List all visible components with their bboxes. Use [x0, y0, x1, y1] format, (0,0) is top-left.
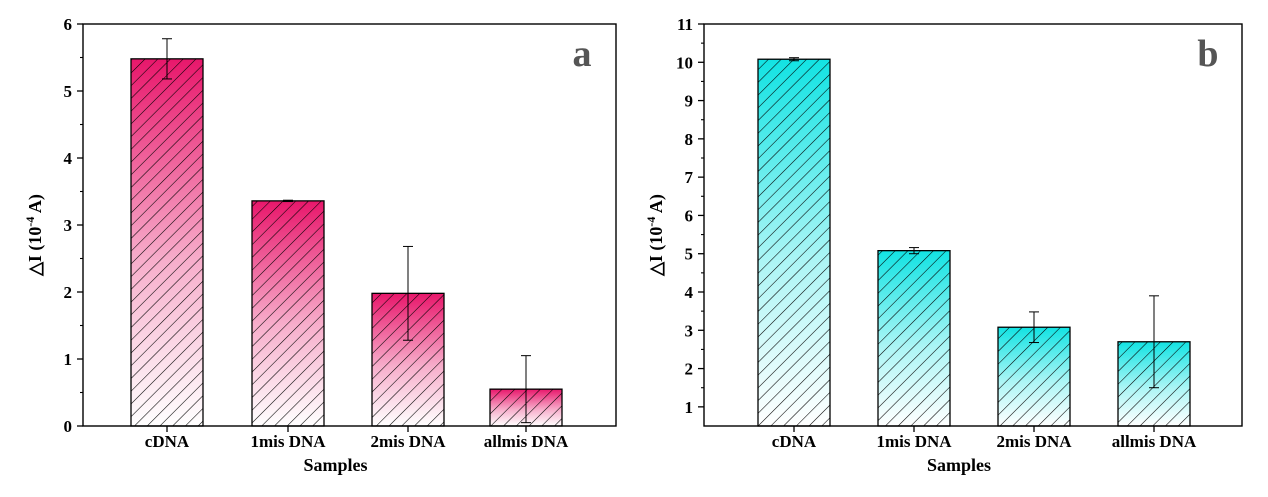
y-tick-label-a-5: 5 [64, 82, 73, 101]
x-tick-label-b-0: cDNA [772, 432, 817, 451]
panel-label-a: a [573, 33, 592, 75]
x-tick-label-b-2: 2mis DNA [996, 432, 1072, 451]
y-axis-title-a: △I (10-4 A) [23, 194, 46, 277]
plot-frame-a [82, 23, 617, 427]
y-tick-label-a-4: 4 [64, 149, 73, 168]
y-tick-label-a-2: 2 [64, 283, 73, 302]
x-tick-label-b-1: 1mis DNA [876, 432, 952, 451]
x-tick-label-a-2: 2mis DNA [370, 432, 446, 451]
x-axis-title-b: Samples [927, 455, 991, 475]
bar-b-0 [757, 58, 831, 427]
y-tick-label-b-2: 3 [685, 321, 694, 340]
y-tick-label-a-1: 1 [64, 350, 73, 369]
x-tick-label-b-3: allmis DNA [1112, 432, 1197, 451]
y-tick-label-a-6: 6 [64, 15, 73, 34]
y-tick-label-b-8: 9 [685, 92, 694, 111]
y-tick-label-b-3: 4 [685, 283, 694, 302]
y-axis-title-b: △I (10-4 A) [644, 194, 667, 277]
plot-frame-b [703, 23, 1243, 427]
y-tick-label-b-9: 10 [676, 53, 693, 72]
bar-a-0 [130, 58, 204, 427]
y-tick-label-a-3: 3 [64, 216, 73, 235]
x-tick-label-a-3: allmis DNA [484, 432, 569, 451]
y-tick-label-b-5: 6 [685, 206, 694, 225]
panel-a: cDNA 1mis DNA 2mis DNA allmis DNA 0 1 2 3 4 5 6 a Sa… [23, 15, 617, 475]
y-tick-label-b-7: 8 [685, 130, 694, 149]
bar-b-2 [997, 326, 1071, 427]
panel-label-b: b [1197, 33, 1218, 75]
y-tick-label-b-6: 7 [685, 168, 694, 187]
x-tick-label-a-1: 1mis DNA [250, 432, 326, 451]
panel-b: cDNA 1mis DNA 2mis DNA allmis DNA 1 2 3 4 5 6 7 8 9 1… [644, 15, 1243, 475]
y-tick-label-b-4: 5 [685, 245, 694, 264]
bar-b-1 [877, 250, 951, 427]
x-axis-title-a: Samples [303, 455, 367, 475]
x-tick-label-a-0: cDNA [145, 432, 190, 451]
y-tick-label-b-0: 1 [685, 398, 694, 417]
y-tick-label-a-0: 0 [64, 417, 73, 436]
bar-a-1 [251, 200, 325, 427]
y-tick-label-b-1: 2 [685, 360, 694, 379]
y-tick-label-b-10: 11 [677, 15, 693, 34]
